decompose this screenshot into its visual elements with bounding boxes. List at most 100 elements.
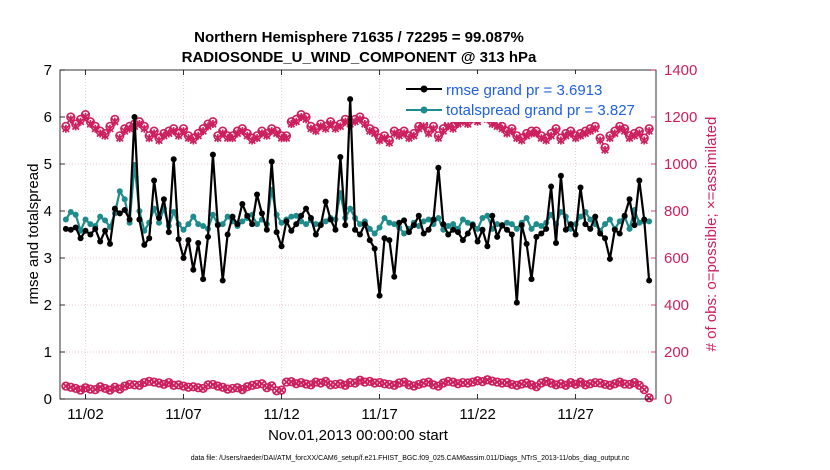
totalspread-series-point — [371, 230, 378, 237]
rmse-series-point — [151, 177, 158, 184]
totalspread-series-point — [278, 219, 285, 226]
rmse-series-point — [214, 222, 221, 229]
assimilated-marker — [204, 122, 212, 131]
assimilated-marker — [410, 131, 418, 140]
rmse-series-point — [298, 212, 305, 219]
low-count-assimilated-marker — [557, 379, 565, 388]
rmse-series-point — [234, 221, 241, 228]
assimilated-marker — [341, 117, 350, 126]
low-count-assimilated-marker — [410, 382, 418, 390]
rmse-series-point — [548, 183, 555, 190]
rmse-series-point — [366, 237, 373, 244]
assimilated-marker — [267, 127, 276, 136]
assimilated-marker — [586, 127, 595, 136]
y-tick-label-right: 1000 — [664, 156, 697, 173]
totalspread-series-point — [425, 216, 432, 223]
low-count-assimilated-marker — [209, 380, 217, 389]
assimilated-marker — [493, 122, 501, 131]
totalspread-series-point — [72, 211, 79, 218]
rmse-series-point — [156, 215, 163, 222]
rmse-series-point — [577, 184, 584, 191]
totalspread-series-point — [67, 208, 74, 215]
assimilated-marker — [596, 136, 604, 145]
rmse-series-point — [425, 226, 432, 233]
rmse-series-point — [440, 221, 447, 228]
totalspread-series-point — [391, 221, 398, 228]
y-tick-label-right: 0 — [664, 391, 672, 408]
low-count-assimilated-marker — [111, 383, 119, 392]
low-count-assimilated-marker — [287, 377, 296, 386]
low-count-assimilated-marker — [91, 385, 100, 394]
rmse-series-point — [504, 226, 510, 233]
rmse-series-point — [454, 229, 461, 236]
rmse-series-point — [636, 177, 643, 184]
assimilated-marker — [405, 134, 413, 143]
assimilated-marker — [96, 129, 104, 138]
rmse-series-point — [616, 230, 623, 237]
x-tick-label: 11/02 — [67, 406, 103, 423]
assimilated-marker — [287, 120, 296, 129]
low-count-assimilated-marker — [547, 379, 555, 387]
totalspread-series-point — [459, 216, 466, 223]
rmse-series-point — [180, 255, 187, 261]
low-count-assimilated-marker — [356, 376, 364, 385]
totalspread-series-point — [523, 215, 530, 222]
totalspread-series-point — [420, 218, 427, 225]
y-axis-label-left: rmse and totalspread — [25, 164, 42, 305]
totalspread-series-point — [239, 218, 246, 225]
low-count-assimilated-marker — [562, 381, 570, 390]
assimilated-marker — [81, 113, 90, 121]
assimilated-marker — [444, 122, 452, 131]
assimilated-marker — [640, 136, 649, 145]
rmse-series-point — [562, 226, 569, 233]
rmse-series-point — [646, 277, 653, 284]
assimilated-marker — [120, 127, 129, 136]
legend-spread-label: totalspread grand pr = 3.827 — [446, 102, 635, 119]
rmse-series-point — [317, 222, 324, 229]
low-count-possible-marker — [237, 385, 247, 395]
totalspread-series-point — [577, 213, 584, 220]
assimilated-marker — [537, 134, 546, 143]
legend-box — [400, 74, 650, 122]
rmse-series-point — [582, 221, 589, 228]
low-count-assimilated-marker — [199, 384, 207, 393]
rmse-series-point — [592, 213, 599, 220]
totalspread-series-point — [87, 221, 94, 228]
rmse-series-point — [401, 217, 408, 224]
rmse-series-point — [381, 235, 388, 242]
low-count-assimilated-marker — [434, 382, 443, 390]
rmse-series-point — [185, 237, 192, 244]
y-tick-label-right: 800 — [664, 203, 689, 220]
rmse-series-point — [327, 216, 334, 223]
totalspread-series-point — [484, 212, 491, 219]
legend-spread-marker — [420, 106, 428, 114]
low-count-possible-marker — [561, 380, 571, 390]
totalspread-series-point — [626, 225, 633, 232]
assimilated-marker — [395, 131, 403, 140]
assimilated-marker — [630, 131, 639, 140]
low-count-possible-marker — [629, 377, 640, 388]
totalspread-series-point — [82, 216, 89, 223]
assimilated-marker — [576, 131, 585, 140]
rmse-series-point — [160, 196, 167, 203]
low-count-assimilated-marker — [630, 378, 639, 387]
rmse-series-point — [626, 196, 633, 203]
rmse-series-point — [175, 236, 182, 243]
y-tick-label-left: 3 — [44, 250, 52, 267]
rmse-series-point — [273, 229, 280, 236]
totalspread-series-point — [504, 219, 510, 226]
rmse-series-point — [405, 229, 412, 236]
assimilated-marker — [316, 122, 325, 131]
assimilated-marker — [307, 124, 315, 133]
assimilated-marker — [503, 129, 511, 138]
series-layer — [61, 96, 654, 403]
rmse-series-point — [597, 230, 604, 237]
rmse-series-point — [361, 221, 368, 228]
rmse-series-point — [239, 200, 246, 207]
low-count-assimilated-marker — [106, 386, 114, 394]
rmse-series-point — [254, 191, 261, 198]
low-count-assimilated-marker — [165, 378, 173, 387]
assimilated-marker — [552, 127, 560, 136]
rmse-series-point — [386, 237, 393, 244]
low-count-assimilated-marker — [576, 378, 585, 386]
